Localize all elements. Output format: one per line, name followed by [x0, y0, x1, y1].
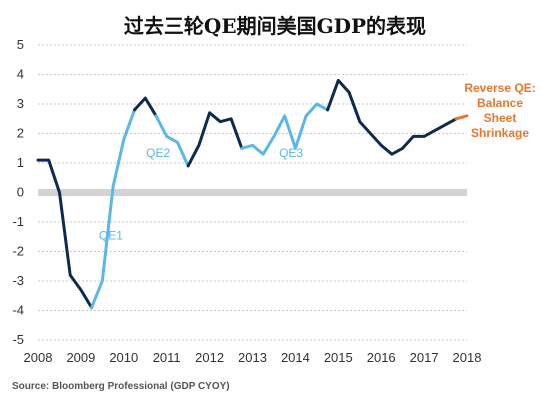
annotation-line: Shrinkage — [471, 126, 529, 140]
series-segment-dark — [36, 158, 94, 310]
series-segment-dark — [133, 96, 158, 118]
series-label-qe1: QE1 — [99, 229, 123, 243]
x-tick-label: 2008 — [24, 350, 53, 365]
y-tick-label: -4 — [12, 303, 24, 318]
series-lines — [36, 78, 469, 310]
y-tick-label: -1 — [12, 214, 24, 229]
y-tick-label: 3 — [17, 96, 24, 111]
y-tick-label: 1 — [17, 155, 24, 170]
x-tick-label: 2015 — [324, 350, 353, 365]
y-axis-ticks: 5 4 3 2 1 0 -1 -2 -3 -4 -5 — [12, 37, 24, 347]
x-tick-label: 2014 — [281, 350, 310, 365]
y-tick-label: 2 — [17, 126, 24, 141]
series-segment-light-qe2 — [154, 114, 190, 168]
annotation-line: Balance — [477, 96, 523, 110]
y-tick-label: -5 — [12, 332, 24, 347]
x-tick-label: 2009 — [66, 350, 95, 365]
y-tick-label: -3 — [12, 273, 24, 288]
annotation-line: Sheet — [484, 111, 517, 125]
annotation-line: Reverse QE: — [464, 81, 535, 95]
series-segment-light-qe3 — [240, 102, 330, 156]
x-tick-label: 2018 — [453, 350, 482, 365]
x-tick-label: 2013 — [238, 350, 267, 365]
series-labels: QE1 QE2 QE3 — [99, 146, 304, 243]
source-note: Source: Bloomberg Professional (GDP CYOY… — [12, 381, 230, 392]
x-tick-label: 2010 — [109, 350, 138, 365]
x-tick-label: 2016 — [367, 350, 396, 365]
series-segment-light-qe1 — [90, 108, 136, 310]
y-tick-label: 5 — [17, 37, 24, 52]
zero-band — [38, 189, 467, 196]
series-segment-dark — [326, 78, 458, 156]
y-tick-label: 4 — [17, 67, 24, 82]
y-tick-label: 0 — [17, 185, 24, 200]
series-label-qe3: QE3 — [279, 146, 303, 160]
series-segment-orange — [454, 114, 469, 121]
chart-title: 过去三轮QE期间美国GDP的表现 — [123, 14, 427, 38]
x-tick-label: 2017 — [410, 350, 439, 365]
x-axis-ticks: 2008 2009 2010 2011 2012 2013 2014 2015 2016 2017… — [24, 350, 482, 365]
series-label-qe2: QE2 — [146, 146, 170, 160]
grid-layer — [38, 44, 467, 341]
x-tick-label: 2011 — [153, 350, 181, 365]
y-tick-label: -2 — [12, 244, 24, 259]
series-segment-dark — [186, 111, 244, 168]
x-tick-label: 2012 — [195, 350, 224, 365]
